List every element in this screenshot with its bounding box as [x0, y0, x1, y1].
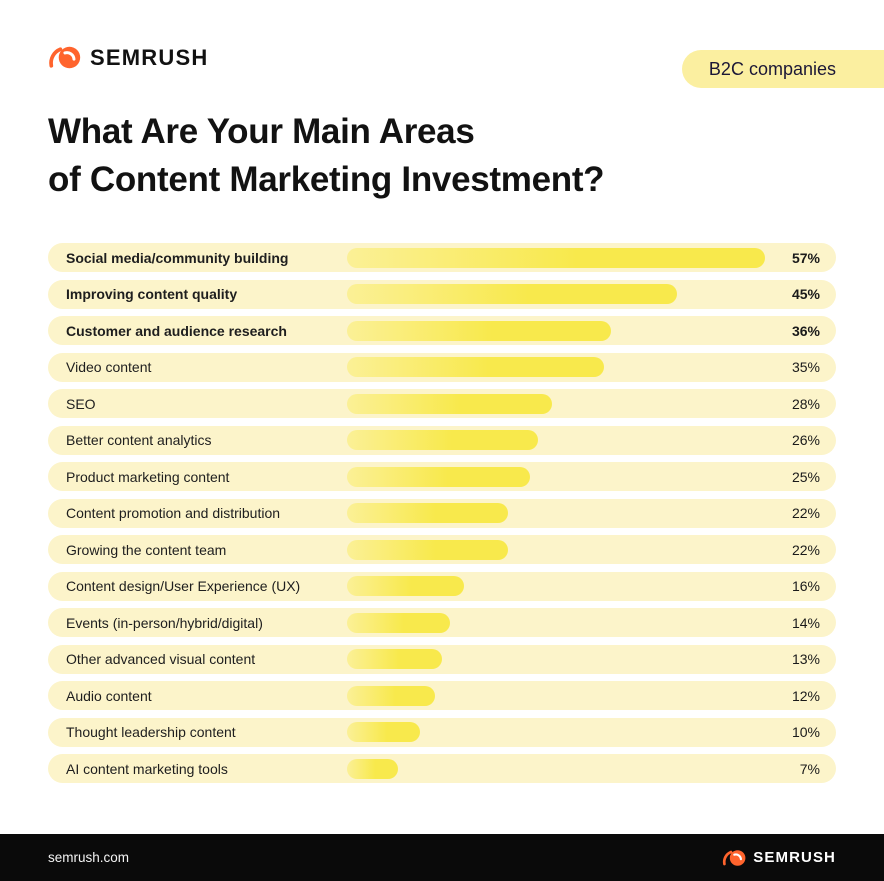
chart-row: Improving content quality 45% — [48, 279, 836, 309]
chart-row: Content design/User Experience (UX) 16% — [48, 571, 836, 601]
chart-row: Better content analytics 26% — [48, 425, 836, 455]
category-label: Better content analytics — [66, 432, 212, 448]
chart-row: Growing the content team 22% — [48, 535, 836, 564]
chart-row: AI content marketing tools 7% — [48, 754, 836, 783]
category-label: SEO — [66, 395, 96, 412]
chart-row: Social media/community building 57% — [48, 243, 836, 272]
value-label: 22% — [791, 541, 820, 558]
chart-row: Content promotion and distribution 22% — [48, 498, 836, 528]
category-label: Other advanced visual content — [66, 651, 256, 667]
value-label: 16% — [791, 578, 820, 594]
category-label: Thought leadership content — [66, 724, 236, 740]
chart-row: Customer and audience research 36% — [48, 316, 836, 345]
value-label: 45% — [791, 286, 820, 302]
bar-track — [347, 393, 770, 414]
category-label: Improving content quality — [66, 286, 238, 302]
chart-row: Thought leadership content 10% — [48, 717, 836, 747]
chart-title: What Are Your Main Areas of Content Mark… — [48, 108, 605, 204]
bar — [347, 612, 450, 633]
bar — [347, 247, 765, 268]
chart-row: Product marketing content 25% — [48, 462, 836, 491]
bar — [347, 430, 538, 450]
footer: semrush.com SEMRUSH — [0, 834, 884, 881]
bar — [347, 758, 398, 779]
value-label: 14% — [791, 614, 820, 631]
category-label: Audio content — [66, 687, 152, 704]
category-label: Customer and audience research — [66, 322, 287, 339]
value-label: 22% — [791, 505, 820, 521]
bar — [347, 466, 530, 487]
bar-track — [347, 612, 770, 633]
website-text: semrush.com — [48, 850, 130, 865]
category-label: Video content — [66, 359, 152, 375]
chart-row: Audio content 12% — [48, 681, 836, 710]
chart-row: Events (in-person/hybrid/digital) 14% — [48, 608, 836, 637]
bar — [347, 357, 604, 377]
category-label: Content promotion and distribution — [66, 505, 281, 521]
semrush-logo-text: SEMRUSH — [90, 44, 209, 70]
value-label: 35% — [791, 359, 820, 375]
value-label: 25% — [791, 468, 820, 485]
category-label: Product marketing content — [66, 468, 230, 485]
chart-row: Video content 35% — [48, 352, 836, 382]
bar-track — [347, 284, 770, 304]
bar-track — [347, 649, 770, 669]
bar — [347, 685, 435, 706]
bar — [347, 722, 420, 742]
value-label: 12% — [791, 687, 820, 704]
bar — [347, 576, 464, 596]
footer-semrush-logo-text: SEMRUSH — [753, 849, 836, 866]
bar-track — [347, 576, 770, 596]
bar — [347, 503, 508, 523]
bar-track — [347, 320, 770, 341]
bar-track — [347, 758, 770, 779]
bar — [347, 649, 442, 669]
category-label: Social media/community building — [66, 249, 289, 266]
category-label: Events (in-person/hybrid/digital) — [66, 614, 263, 631]
chart-title-line2: of Content Marketing Investment? — [48, 160, 605, 199]
semrush-flame-icon — [722, 848, 746, 868]
value-label: 36% — [791, 322, 820, 339]
value-label: 10% — [791, 724, 820, 740]
chart-row: SEO 28% — [48, 389, 836, 418]
semrush-logo: SEMRUSH — [48, 44, 208, 71]
bar-track — [347, 247, 770, 268]
category-label: Content design/User Experience (UX) — [66, 578, 301, 594]
bar-track — [347, 722, 770, 742]
value-label: 57% — [791, 249, 820, 266]
bar-track — [347, 357, 770, 377]
bar-chart: Social media/community building 57% Impr… — [48, 243, 836, 783]
bar — [347, 539, 508, 560]
bar — [347, 284, 677, 304]
value-label: 28% — [791, 395, 820, 412]
footer-semrush-logo: SEMRUSH — [722, 848, 836, 868]
bar-track — [347, 503, 770, 523]
value-label: 26% — [791, 432, 820, 448]
bar — [347, 393, 552, 414]
value-label: 7% — [799, 760, 820, 777]
category-label: Growing the content team — [66, 541, 227, 558]
value-label: 13% — [791, 651, 820, 667]
chart-row: Other advanced visual content 13% — [48, 644, 836, 674]
bar — [347, 320, 611, 341]
audience-badge: B2C companies — [681, 50, 884, 88]
bar-track — [347, 430, 770, 450]
chart-title-line1: What Are Your Main Areas — [48, 112, 475, 151]
bar-track — [347, 685, 770, 706]
semrush-flame-icon — [48, 44, 81, 71]
bar-track — [347, 466, 770, 487]
bar-track — [347, 539, 770, 560]
category-label: AI content marketing tools — [66, 760, 228, 777]
